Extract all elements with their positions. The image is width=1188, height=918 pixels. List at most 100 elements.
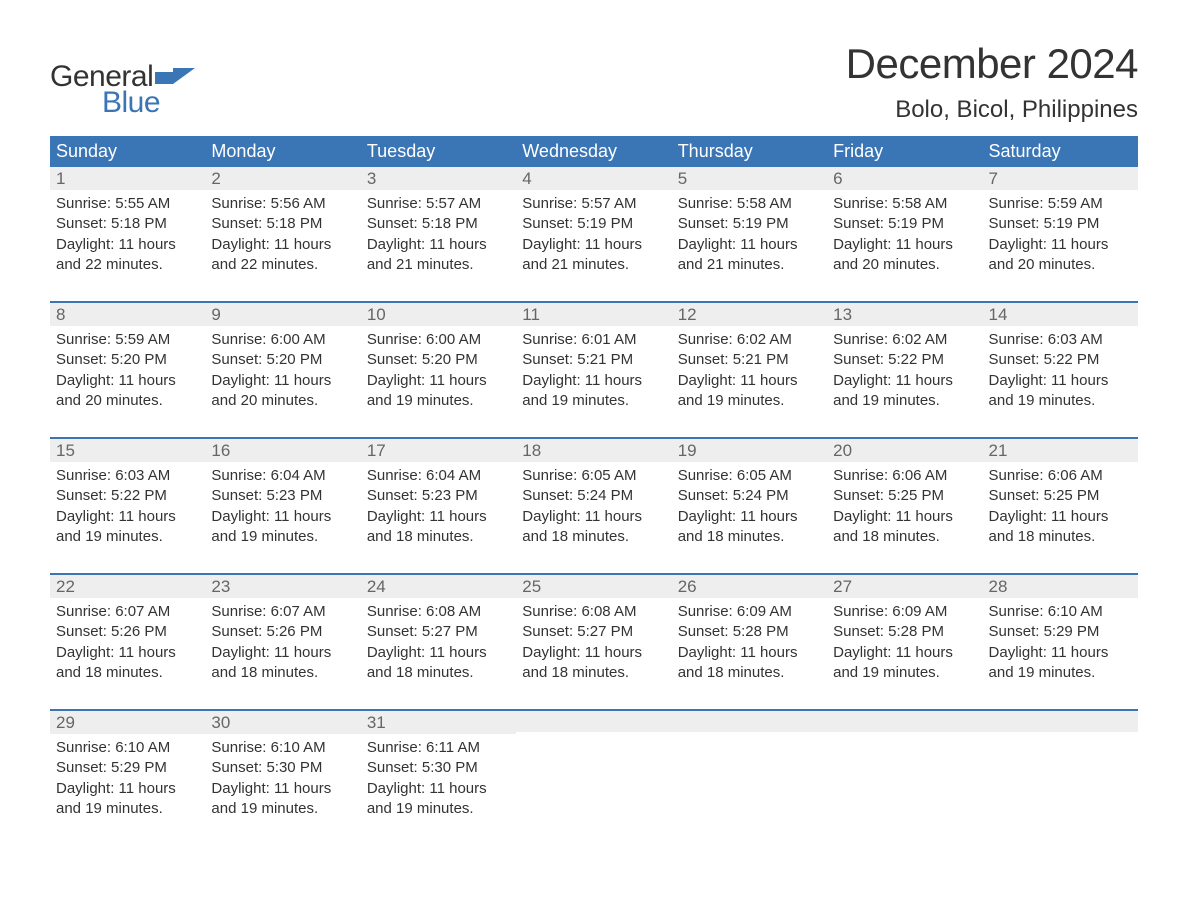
day-cell (672, 711, 827, 845)
day-sunset: Sunset: 5:21 PM (522, 350, 665, 370)
day-number: 19 (678, 441, 697, 460)
day-sunrise: Sunrise: 6:07 AM (211, 602, 354, 622)
day-daylight2: and 18 minutes. (367, 527, 510, 547)
day-daylight2: and 19 minutes. (522, 391, 665, 411)
day-daylight2: and 20 minutes. (56, 391, 199, 411)
day-daylight1: Daylight: 11 hours (367, 643, 510, 663)
day-sunset: Sunset: 5:30 PM (211, 758, 354, 778)
day-number: 16 (211, 441, 230, 460)
day-daylight1: Daylight: 11 hours (522, 643, 665, 663)
weeks-container: 1Sunrise: 5:55 AMSunset: 5:18 PMDaylight… (50, 167, 1138, 845)
day-daylight1: Daylight: 11 hours (678, 235, 821, 255)
day-num-row: 17 (361, 439, 516, 462)
day-daylight1: Daylight: 11 hours (211, 371, 354, 391)
week-row: 8Sunrise: 5:59 AMSunset: 5:20 PMDaylight… (50, 301, 1138, 437)
day-daylight2: and 19 minutes. (833, 391, 976, 411)
day-daylight1: Daylight: 11 hours (56, 507, 199, 527)
day-sunrise: Sunrise: 6:10 AM (989, 602, 1132, 622)
day-daylight1: Daylight: 11 hours (678, 371, 821, 391)
week-row: 15Sunrise: 6:03 AMSunset: 5:22 PMDayligh… (50, 437, 1138, 573)
day-sunrise: Sunrise: 6:10 AM (211, 738, 354, 758)
day-daylight2: and 19 minutes. (367, 799, 510, 819)
day-daylight1: Daylight: 11 hours (56, 371, 199, 391)
day-num-row: 20 (827, 439, 982, 462)
day-sunrise: Sunrise: 6:03 AM (989, 330, 1132, 350)
day-sunrise: Sunrise: 6:02 AM (833, 330, 976, 350)
day-num-row: 22 (50, 575, 205, 598)
day-sunset: Sunset: 5:27 PM (367, 622, 510, 642)
day-number: 7 (989, 169, 998, 188)
day-daylight1: Daylight: 11 hours (989, 643, 1132, 663)
day-sunrise: Sunrise: 6:00 AM (367, 330, 510, 350)
day-sunset: Sunset: 5:28 PM (678, 622, 821, 642)
day-sunset: Sunset: 5:23 PM (367, 486, 510, 506)
day-cell: 9Sunrise: 6:00 AMSunset: 5:20 PMDaylight… (205, 303, 360, 437)
day-sunrise: Sunrise: 5:58 AM (678, 194, 821, 214)
day-sunrise: Sunrise: 6:08 AM (522, 602, 665, 622)
day-sunset: Sunset: 5:25 PM (989, 486, 1132, 506)
day-daylight1: Daylight: 11 hours (833, 643, 976, 663)
day-number: 8 (56, 305, 65, 324)
day-num-row: 14 (983, 303, 1138, 326)
day-sunset: Sunset: 5:19 PM (989, 214, 1132, 234)
day-sunset: Sunset: 5:21 PM (678, 350, 821, 370)
day-daylight2: and 19 minutes. (989, 663, 1132, 683)
day-daylight1: Daylight: 11 hours (56, 779, 199, 799)
day-sunrise: Sunrise: 6:04 AM (211, 466, 354, 486)
day-sunrise: Sunrise: 6:08 AM (367, 602, 510, 622)
day-cell: 16Sunrise: 6:04 AMSunset: 5:23 PMDayligh… (205, 439, 360, 573)
day-num-row: 21 (983, 439, 1138, 462)
day-number: 6 (833, 169, 842, 188)
day-cell: 31Sunrise: 6:11 AMSunset: 5:30 PMDayligh… (361, 711, 516, 845)
day-cell: 5Sunrise: 5:58 AMSunset: 5:19 PMDaylight… (672, 167, 827, 301)
day-daylight2: and 19 minutes. (56, 527, 199, 547)
day-header-sat: Saturday (983, 136, 1138, 167)
day-daylight2: and 20 minutes. (989, 255, 1132, 275)
day-daylight2: and 18 minutes. (678, 527, 821, 547)
day-cell: 18Sunrise: 6:05 AMSunset: 5:24 PMDayligh… (516, 439, 671, 573)
day-cell: 24 Sunrise: 6:08 AMSunset: 5:27 PMDayligh… (361, 575, 516, 709)
day-cell: 12Sunrise: 6:02 AMSunset: 5:21 PMDayligh… (672, 303, 827, 437)
day-daylight2: and 22 minutes. (211, 255, 354, 275)
day-daylight2: and 21 minutes. (522, 255, 665, 275)
day-daylight2: and 18 minutes. (522, 663, 665, 683)
day-number: 24 (367, 577, 386, 596)
day-num-row: 27 (827, 575, 982, 598)
day-cell: 4Sunrise: 5:57 AMSunset: 5:19 PMDaylight… (516, 167, 671, 301)
day-sunset: Sunset: 5:28 PM (833, 622, 976, 642)
day-daylight1: Daylight: 11 hours (367, 779, 510, 799)
day-num-row: 5 (672, 167, 827, 190)
day-number: 1 (56, 169, 65, 188)
day-number: 17 (367, 441, 386, 460)
day-number: 21 (989, 441, 1008, 460)
day-number: 28 (989, 577, 1008, 596)
day-number: 9 (211, 305, 220, 324)
day-daylight1: Daylight: 11 hours (989, 371, 1132, 391)
day-number: 30 (211, 713, 230, 732)
day-cell: 2Sunrise: 5:56 AMSunset: 5:18 PMDaylight… (205, 167, 360, 301)
day-sunset: Sunset: 5:26 PM (56, 622, 199, 642)
day-daylight2: and 21 minutes. (678, 255, 821, 275)
day-cell: 10Sunrise: 6:00 AMSunset: 5:20 PMDayligh… (361, 303, 516, 437)
day-daylight1: Daylight: 11 hours (56, 643, 199, 663)
day-number: 22 (56, 577, 75, 596)
day-daylight2: and 21 minutes. (367, 255, 510, 275)
day-num-row: 15 (50, 439, 205, 462)
day-cell: 20Sunrise: 6:06 AMSunset: 5:25 PMDayligh… (827, 439, 982, 573)
day-cell: 23Sunrise: 6:07 AMSunset: 5:26 PMDayligh… (205, 575, 360, 709)
day-daylight1: Daylight: 11 hours (367, 507, 510, 527)
day-cell: 29Sunrise: 6:10 AMSunset: 5:29 PMDayligh… (50, 711, 205, 845)
day-num-row: 3 (361, 167, 516, 190)
header-row: General Blue December 2024 Bolo, Bicol, … (50, 40, 1138, 124)
day-number: 31 (367, 713, 386, 732)
day-sunset: Sunset: 5:20 PM (367, 350, 510, 370)
day-cell: 11Sunrise: 6:01 AMSunset: 5:21 PMDayligh… (516, 303, 671, 437)
day-daylight1: Daylight: 11 hours (56, 235, 199, 255)
day-daylight2: and 18 minutes. (989, 527, 1132, 547)
day-daylight2: and 18 minutes. (522, 527, 665, 547)
day-daylight2: and 20 minutes. (833, 255, 976, 275)
day-cell: 13Sunrise: 6:02 AMSunset: 5:22 PMDayligh… (827, 303, 982, 437)
day-daylight1: Daylight: 11 hours (211, 643, 354, 663)
day-daylight2: and 22 minutes. (56, 255, 199, 275)
day-sunset: Sunset: 5:29 PM (989, 622, 1132, 642)
